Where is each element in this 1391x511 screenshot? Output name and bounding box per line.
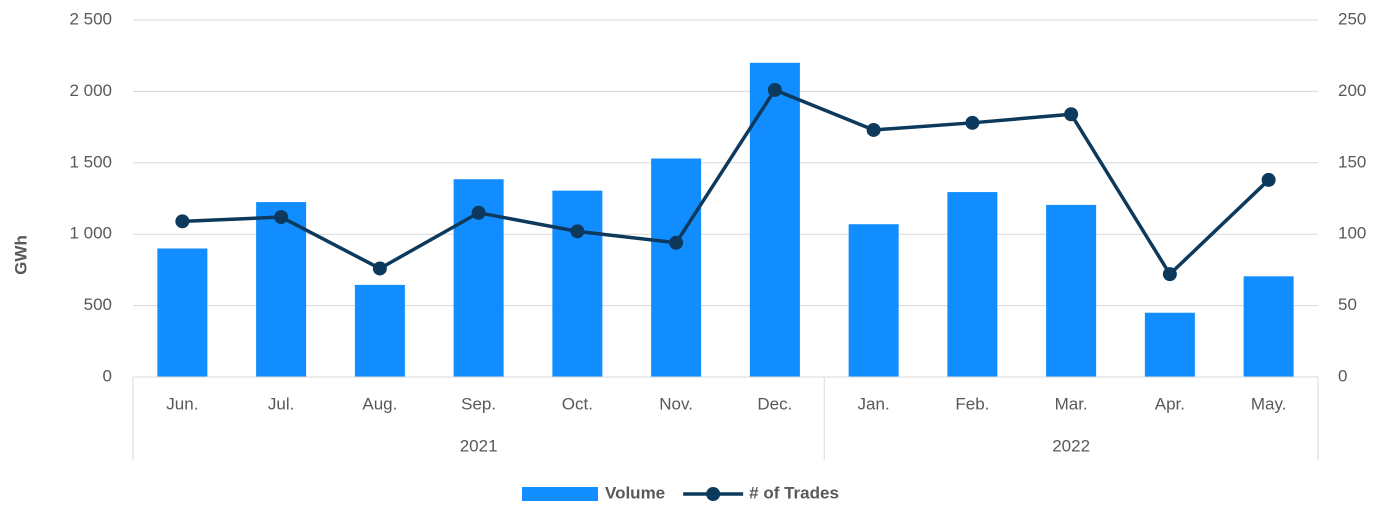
y2-tick-label: 100 — [1338, 224, 1366, 243]
legend-swatch — [522, 487, 598, 501]
bar — [1243, 276, 1294, 377]
bar — [749, 62, 800, 378]
marker — [471, 205, 486, 220]
bar — [354, 284, 405, 377]
legend-label: # of Trades — [749, 483, 839, 502]
x-tick-label: Jan. — [858, 394, 890, 413]
y2-tick-label: 0 — [1338, 366, 1347, 385]
marker — [1162, 267, 1177, 282]
y-tick-label: 2 000 — [69, 81, 112, 100]
marker — [965, 115, 980, 130]
x-tick-label: Aug. — [362, 394, 397, 413]
y-tick-label: 1 000 — [69, 224, 112, 243]
y2-tick-label: 250 — [1338, 9, 1366, 28]
x-tick-label: Oct. — [562, 394, 593, 413]
x-tick-label: Dec. — [757, 394, 792, 413]
marker — [1064, 107, 1079, 122]
y2-tick-label: 50 — [1338, 295, 1357, 314]
bar — [256, 202, 307, 377]
x-tick-label: Feb. — [955, 394, 989, 413]
x-tick-label: Mar. — [1055, 394, 1088, 413]
x-tick-label: Apr. — [1155, 394, 1185, 413]
bar — [1144, 312, 1195, 377]
marker — [570, 224, 585, 239]
marker — [372, 261, 387, 276]
marker — [175, 214, 190, 229]
x-tick-label: Sep. — [461, 394, 496, 413]
marker — [1261, 172, 1276, 187]
bar — [848, 224, 899, 377]
y2-tick-label: 200 — [1338, 81, 1366, 100]
x-tick-label: Jul. — [268, 394, 294, 413]
bar — [1046, 204, 1097, 377]
bar — [947, 192, 998, 377]
bar — [552, 190, 603, 377]
x-tick-label: Jun. — [166, 394, 198, 413]
y-tick-label: 0 — [103, 366, 112, 385]
group-label: 2022 — [1052, 436, 1090, 455]
y-tick-label: 1 500 — [69, 152, 112, 171]
x-tick-label: Nov. — [659, 394, 693, 413]
marker — [866, 122, 881, 137]
group-label: 2021 — [460, 436, 498, 455]
bar — [157, 248, 208, 377]
marker — [669, 235, 684, 250]
bar — [651, 158, 702, 377]
y-axis-label: GWh — [11, 235, 30, 275]
marker — [767, 82, 782, 97]
x-tick-label: May. — [1251, 394, 1287, 413]
y-tick-label: 500 — [84, 295, 112, 314]
legend-swatch — [706, 487, 721, 501]
y2-tick-label: 150 — [1338, 152, 1366, 171]
line — [182, 87, 1270, 277]
y-tick-label: 2 500 — [69, 9, 112, 28]
marker — [274, 210, 289, 225]
legend-label: Volume — [605, 483, 665, 502]
